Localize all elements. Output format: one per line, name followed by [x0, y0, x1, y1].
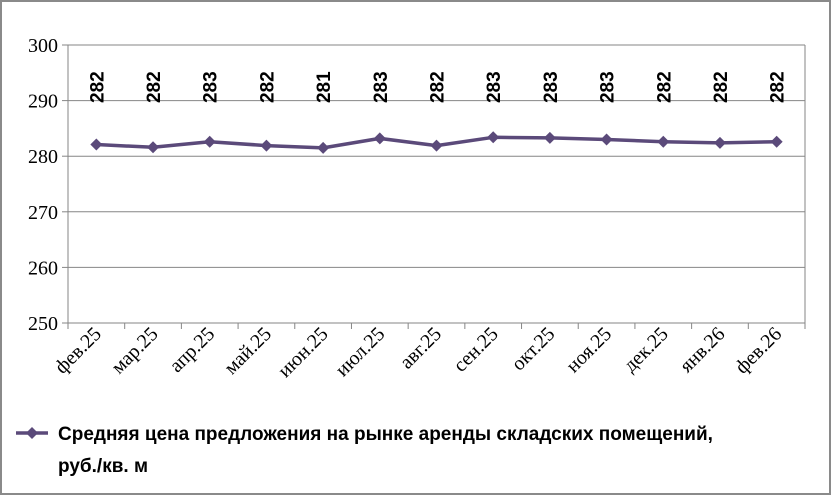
- data-label: 283: [598, 71, 619, 103]
- y-tick-label: 250: [28, 313, 58, 335]
- data-point-marker: [147, 141, 160, 154]
- data-point-marker: [543, 131, 556, 144]
- x-tick-label: фев.26: [731, 323, 786, 378]
- data-labels: 282 282 283 282 281 283 282 283 283 283 282 282 282: [87, 71, 788, 103]
- x-tick-label: ноя.25: [562, 323, 616, 377]
- legend-label-line-2: руб./кв. м: [58, 456, 148, 477]
- x-tick-label: фев.25: [51, 323, 106, 378]
- data-point-marker: [203, 135, 216, 148]
- x-tick-label: мар.25: [107, 323, 162, 378]
- x-tick-label: июл.25: [331, 323, 389, 381]
- data-point-marker: [373, 132, 386, 145]
- legend-diamond-marker: [26, 427, 38, 439]
- data-label: 282: [654, 71, 675, 103]
- legend: Средняя цена предложения на рынке аренды…: [16, 424, 713, 477]
- data-label: 282: [87, 71, 108, 103]
- data-label: 282: [768, 71, 789, 103]
- data-point-marker: [713, 136, 726, 149]
- data-point-marker: [770, 135, 783, 148]
- data-point-marker: [90, 138, 103, 151]
- data-point-marker: [487, 131, 500, 144]
- data-label: 282: [711, 71, 732, 103]
- y-axis-ticks: 250 260 270 280 290 300: [28, 35, 68, 335]
- x-tick-label: окт.25: [507, 323, 559, 375]
- x-tick-label: авг.25: [396, 323, 446, 373]
- x-tick-label: янв.26: [676, 323, 730, 377]
- data-label: 283: [541, 71, 562, 103]
- x-tick-label: сен.25: [449, 323, 503, 377]
- data-point-marker: [260, 139, 273, 152]
- data-label: 283: [201, 71, 222, 103]
- data-point-marker: [317, 141, 330, 154]
- data-point-marker: [600, 133, 613, 146]
- y-tick-label: 290: [28, 91, 58, 113]
- y-tick-label: 260: [28, 257, 58, 279]
- y-tick-label: 280: [28, 146, 58, 168]
- data-label: 281: [314, 71, 335, 103]
- x-tick-label: июн.25: [274, 323, 333, 382]
- x-tick-label: апр.25: [165, 323, 219, 377]
- data-label: 282: [428, 71, 449, 103]
- data-point-marker: [657, 135, 670, 148]
- y-tick-label: 270: [28, 202, 58, 224]
- data-point-marker: [430, 139, 443, 152]
- y-tick-label: 300: [28, 35, 58, 57]
- series-layer: [90, 131, 783, 154]
- legend-label-line-1: Средняя цена предложения на рынке аренды…: [58, 424, 713, 445]
- data-label: 282: [144, 71, 165, 103]
- data-label: 283: [484, 71, 505, 103]
- gridlines: [68, 44, 805, 268]
- data-label: 283: [371, 71, 392, 103]
- axes: [67, 45, 806, 324]
- x-tick-label: дек.25: [619, 323, 673, 377]
- data-label: 282: [257, 71, 278, 103]
- x-tick-label: май.25: [220, 323, 276, 379]
